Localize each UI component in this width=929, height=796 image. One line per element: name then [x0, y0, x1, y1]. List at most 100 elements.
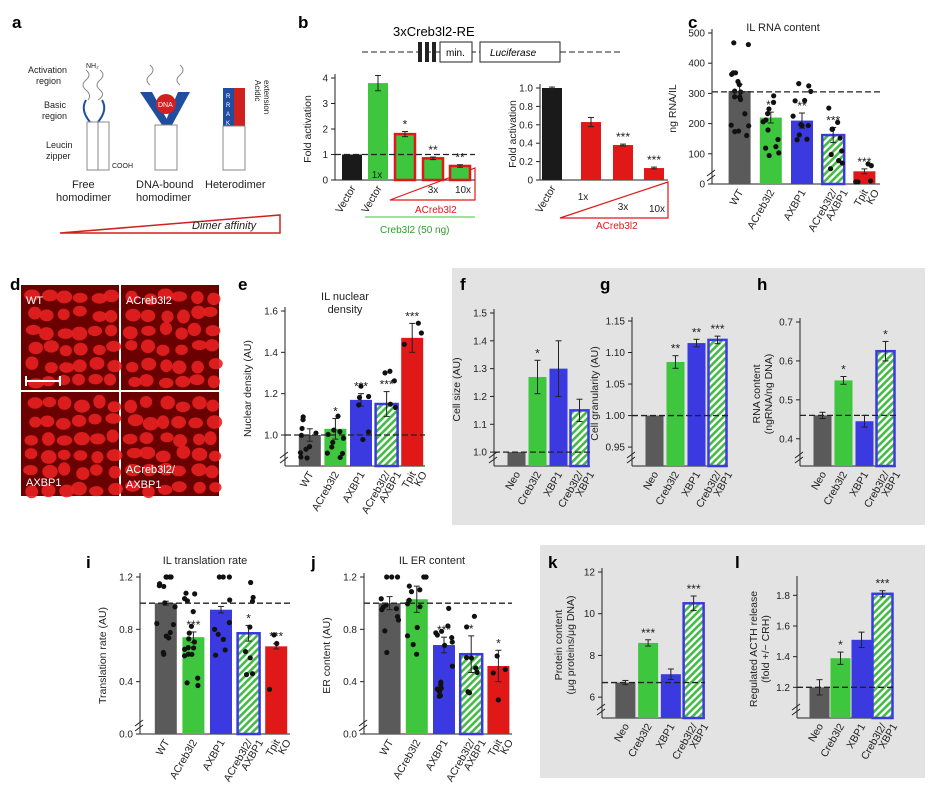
label-dna-bound: DNA-bound [136, 179, 193, 191]
significance-stars: * [841, 362, 846, 376]
data-point [166, 635, 172, 641]
data-point [222, 647, 228, 653]
panel-letter-a: a [12, 13, 22, 32]
data-point [184, 680, 190, 686]
data-point [468, 655, 475, 661]
data-point [335, 413, 341, 419]
data-point [495, 697, 501, 703]
cell-nucleus [127, 414, 144, 427]
cell-nucleus [139, 374, 154, 387]
cell-nucleus [71, 481, 87, 496]
micrograph-cells [23, 288, 223, 499]
bar [378, 603, 401, 734]
cell-nucleus [91, 451, 104, 464]
x-tick-label: Vector [333, 183, 359, 215]
dna-circle [156, 94, 176, 114]
x-tick-label: 1x [578, 192, 589, 203]
significance-stars: *** [380, 378, 394, 392]
data-point [415, 320, 421, 326]
data-point [226, 620, 232, 626]
cell-nucleus [74, 399, 90, 413]
significance-stars: *** [641, 626, 655, 640]
panel-letter-g: g [600, 275, 610, 294]
axis-break [791, 703, 801, 716]
panel-letter-k: k [548, 553, 558, 572]
cell-nucleus [59, 362, 74, 373]
chart-c: 0 100 200 300 400 500 ng RNA/IL IL RNA content W… [667, 22, 882, 234]
data-point [763, 145, 769, 151]
cell-nucleus [161, 310, 174, 323]
data-point [790, 113, 796, 119]
cell-nucleus [103, 289, 120, 303]
cell-nucleus [88, 374, 103, 385]
bar [182, 637, 205, 734]
y-tick-label: 1.6 [776, 622, 790, 633]
data-point [438, 685, 444, 691]
data-point [792, 98, 798, 104]
y-tick-label: 0.2 [519, 157, 533, 168]
cell-nucleus [87, 325, 103, 337]
y-tick-label: 0 [699, 180, 705, 191]
data-point [445, 623, 451, 629]
x-tick-label: Vector [359, 183, 385, 215]
bar [855, 421, 874, 466]
y-axis-label: (fold +/− CRH) [760, 615, 772, 683]
bar [154, 603, 177, 734]
cell-nucleus [106, 340, 122, 352]
cell-nucleus [72, 292, 88, 303]
data-point [463, 654, 470, 661]
data-point [188, 623, 195, 629]
data-point [190, 645, 197, 651]
bar [368, 83, 388, 180]
chart-title: IL RNA content [746, 22, 820, 34]
data-point [313, 430, 319, 436]
y-tick-label: 1.2 [776, 683, 790, 694]
data-point [170, 621, 177, 628]
cell-nucleus [41, 483, 56, 498]
re-box-2 [425, 42, 429, 62]
cell-nucleus [42, 289, 58, 302]
significance-stars: *** [647, 153, 661, 167]
y-tick-label: 2 [322, 125, 328, 136]
cell-nucleus [107, 401, 122, 413]
significance-stars: ** [455, 151, 465, 165]
label-rrak-2: R [226, 103, 231, 109]
data-point [227, 597, 233, 603]
chart-i: 0.0 0.4 0.8 1.2 Translation rate (AU) IL tran… [97, 555, 294, 784]
cell-nucleus [176, 445, 191, 459]
y-tick-label: 500 [688, 29, 705, 40]
cell-nucleus [28, 378, 44, 389]
label-rrak: R [226, 94, 231, 100]
data-point [494, 653, 500, 659]
label-free: Free [72, 179, 95, 191]
cell-nucleus [191, 305, 206, 319]
cell-nucleus [125, 361, 139, 373]
x-tick-label: KO [864, 188, 882, 207]
data-point [827, 166, 834, 172]
data-point [438, 628, 445, 634]
data-point [220, 636, 226, 642]
data-point [382, 628, 388, 634]
panel-letter-f: f [460, 275, 466, 294]
panel-a-schematic: Activation region NH₂ Basic region Leuci… [28, 63, 281, 234]
cell-nucleus [142, 417, 159, 431]
data-point [162, 600, 168, 606]
y-axis-label: Nuclear density (AU) [242, 340, 254, 437]
y-tick-label: 0.4 [343, 677, 357, 688]
data-point [243, 671, 250, 678]
label-acidic-extension: Acidic [253, 80, 262, 101]
x-tick-label: ACreb3l2 [168, 737, 200, 781]
data-point [304, 455, 310, 461]
cell-nucleus [139, 396, 153, 408]
y-tick-label: 100 [688, 149, 705, 160]
data-point [215, 631, 221, 637]
bar [393, 132, 417, 182]
cell-nucleus [191, 340, 207, 351]
y-tick-label: 1.5 [473, 309, 487, 320]
cell-nucleus [59, 484, 75, 498]
data-point [804, 136, 810, 142]
y-tick-label: 0.0 [343, 730, 357, 741]
data-point [394, 574, 401, 580]
bar [813, 415, 832, 466]
panel-letter-j: j [310, 553, 316, 572]
